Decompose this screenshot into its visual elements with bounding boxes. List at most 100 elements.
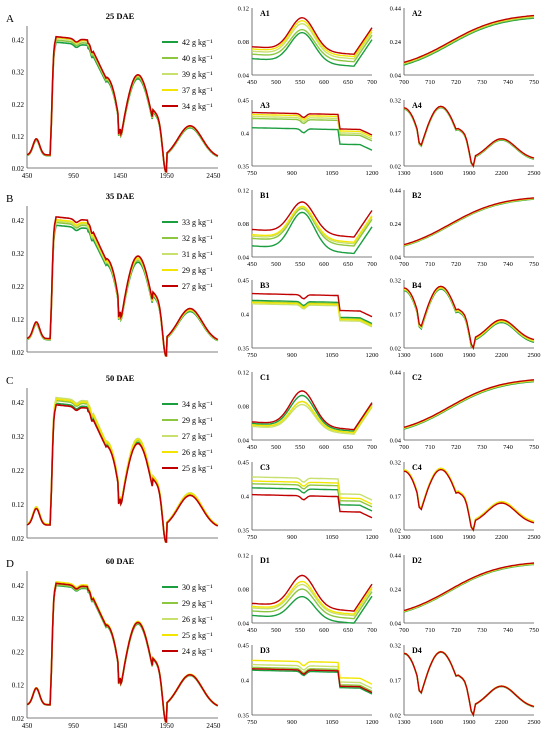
- y-tick-label: 0.17: [390, 312, 402, 319]
- sub-panel-label: D2: [412, 556, 422, 565]
- y-tick-label: 0.22: [12, 101, 25, 109]
- x-tick-label: 1900: [463, 719, 476, 726]
- sub-series-line: [251, 394, 373, 432]
- legend-label: 24 g kg⁻¹: [182, 647, 213, 656]
- y-tick-label: 0.12: [238, 553, 249, 560]
- legend-label: 25 g kg⁻¹: [182, 464, 213, 473]
- x-tick-label: 950: [68, 172, 79, 180]
- y-tick-label: 0.44: [390, 6, 402, 13]
- x-tick-label: 2500: [528, 719, 541, 726]
- x-tick-label: 720: [451, 261, 461, 268]
- legend-label: 33 g kg⁻¹: [182, 218, 213, 227]
- panel-letter: A: [6, 13, 14, 25]
- x-tick-label: 1050: [326, 170, 339, 177]
- legend-label: 42 g kg⁻¹: [182, 38, 213, 47]
- x-tick-label: 750: [529, 627, 539, 634]
- x-tick-label: 1600: [430, 534, 443, 541]
- y-tick-label: 0.04: [390, 73, 402, 80]
- x-tick-label: 1300: [398, 352, 411, 359]
- y-tick-label: 0.02: [12, 165, 25, 173]
- y-tick-label: 0.22: [12, 648, 25, 656]
- legend-label: 25 g kg⁻¹: [182, 631, 213, 640]
- x-tick-label: 900: [287, 352, 297, 359]
- x-tick-label: 2200: [495, 352, 508, 359]
- x-tick-label: 600: [319, 627, 329, 634]
- x-tick-label: 700: [367, 444, 377, 451]
- y-tick-label: 0.12: [12, 316, 25, 324]
- series-line: [26, 582, 219, 723]
- y-tick-label: 0.04: [238, 438, 250, 445]
- y-tick-label: 0.12: [12, 133, 25, 141]
- x-tick-label: 720: [451, 444, 461, 451]
- y-tick-label: 0.08: [238, 404, 249, 411]
- x-tick-label: 500: [271, 444, 281, 451]
- x-tick-label: 1050: [326, 352, 339, 359]
- sub-series-line: [251, 400, 373, 434]
- legend-label: 29 g kg⁻¹: [182, 599, 213, 608]
- y-tick-label: 0.04: [238, 621, 250, 628]
- x-tick-label: 900: [287, 719, 297, 726]
- y-tick-label: 0.02: [12, 715, 25, 723]
- sub-series-line: [251, 580, 373, 615]
- x-tick-label: 1200: [366, 170, 379, 177]
- x-tick-label: 720: [451, 79, 461, 86]
- legend-label: 27 g kg⁻¹: [182, 282, 213, 291]
- y-tick-label: 0.02: [390, 346, 401, 353]
- y-tick-label: 0.17: [390, 131, 402, 138]
- y-tick-label: 0.22: [12, 467, 25, 475]
- x-tick-label: 450: [247, 261, 257, 268]
- y-tick-label: 0.4: [241, 131, 250, 138]
- legend-label: 40 g kg⁻¹: [182, 54, 213, 63]
- y-tick-label: 0.44: [390, 370, 402, 377]
- sub-series-line: [251, 113, 373, 138]
- x-tick-label: 450: [247, 444, 257, 451]
- sub-series-line: [251, 211, 373, 255]
- x-tick-label: 710: [425, 261, 435, 268]
- sub-panel-label: D4: [412, 646, 422, 655]
- sub-series-line: [252, 292, 373, 318]
- y-tick-label: 0.17: [390, 494, 402, 501]
- y-tick-label: 0.45: [238, 460, 249, 467]
- sub-series-line: [252, 117, 373, 142]
- sub-series-line: [251, 31, 373, 67]
- y-tick-label: 0.04: [390, 255, 402, 262]
- y-tick-label: 0.4: [241, 678, 250, 685]
- legend-label: 30 g kg⁻¹: [182, 583, 213, 592]
- sub-series-line: [251, 111, 373, 136]
- x-tick-label: 1900: [463, 170, 476, 177]
- sub-panel-label: A2: [412, 9, 422, 18]
- x-tick-label: 700: [367, 261, 377, 268]
- sub-series-line: [251, 207, 373, 247]
- y-tick-label: 0.24: [390, 587, 402, 594]
- x-tick-label: 2200: [495, 170, 508, 177]
- sub-series-line: [252, 669, 373, 695]
- x-tick-label: 750: [529, 79, 539, 86]
- x-tick-label: 710: [425, 79, 435, 86]
- sub-panel-label: A1: [260, 9, 270, 18]
- y-tick-label: 0.02: [390, 713, 401, 720]
- y-tick-label: 0.32: [390, 643, 401, 650]
- sub-series-line: [251, 19, 373, 58]
- panel-title: 60 DAE: [106, 556, 135, 566]
- x-tick-label: 2500: [528, 352, 541, 359]
- x-tick-label: 650: [343, 444, 353, 451]
- x-tick-label: 750: [247, 352, 257, 359]
- sub-panel-label: C2: [412, 373, 422, 382]
- sub-panel-label: D3: [260, 646, 270, 655]
- x-tick-label: 2500: [528, 534, 541, 541]
- y-tick-label: 0.32: [12, 69, 25, 77]
- x-tick-label: 1200: [366, 352, 379, 359]
- sub-series-line: [252, 303, 373, 328]
- y-tick-label: 0.08: [238, 221, 249, 228]
- y-tick-label: 0.02: [12, 535, 25, 543]
- legend-label: 26 g kg⁻¹: [182, 448, 213, 457]
- sub-series-line: [252, 666, 373, 692]
- x-tick-label: 2450: [206, 722, 221, 730]
- panel-letter: C: [6, 375, 13, 387]
- y-tick-label: 0.12: [12, 682, 25, 690]
- sub-panel-label: A3: [260, 101, 270, 110]
- sub-series-line: [252, 668, 373, 694]
- y-tick-label: 0.17: [390, 678, 402, 685]
- x-tick-label: 500: [271, 261, 281, 268]
- x-tick-label: 550: [295, 79, 305, 86]
